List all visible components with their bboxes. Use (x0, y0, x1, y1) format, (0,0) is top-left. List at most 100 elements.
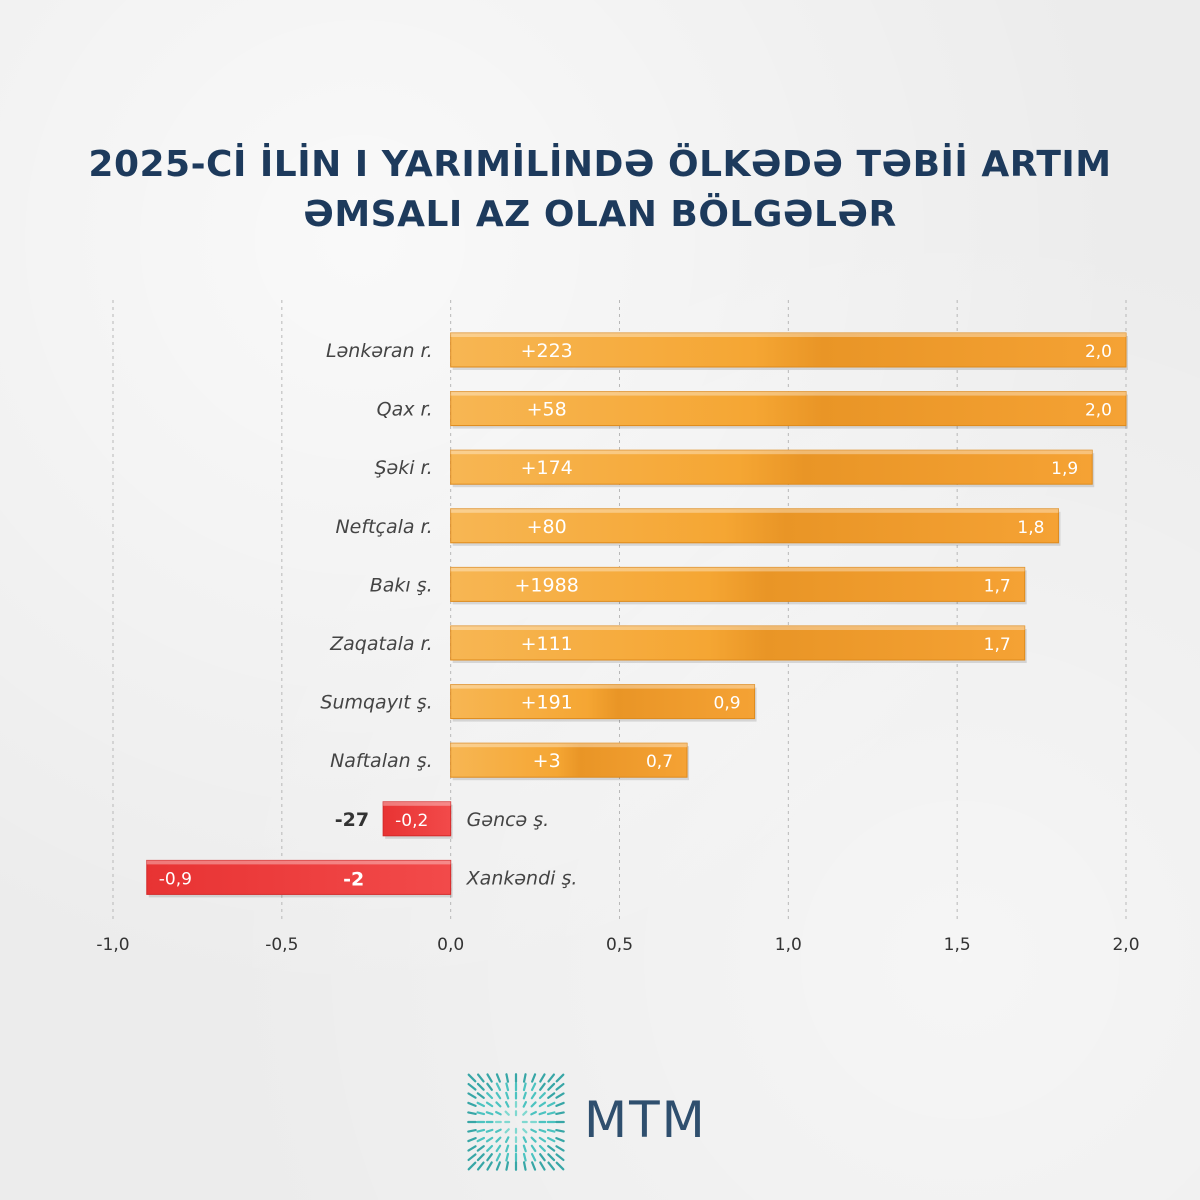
logo-stroke (546, 1128, 556, 1133)
logo-stroke (538, 1136, 547, 1143)
logo-stroke (522, 1128, 528, 1134)
logo-stroke (495, 1136, 502, 1143)
value-label: 0,7 (646, 752, 673, 772)
category-label: Qax r. (377, 399, 433, 421)
logo-stroke (538, 1101, 547, 1108)
logo-stroke (531, 1073, 537, 1083)
logo-stroke (522, 1161, 527, 1171)
logo-stroke (522, 1152, 527, 1162)
logo-text: MTM (584, 1091, 707, 1149)
logo-stroke (530, 1144, 537, 1153)
logo-stroke (495, 1144, 502, 1153)
x-tick-label: 1,0 (775, 935, 802, 955)
increase-label: +58 (527, 399, 567, 421)
x-tick-label: -1,0 (96, 935, 129, 955)
logo-stroke (547, 1082, 556, 1091)
logo-stroke (555, 1101, 565, 1107)
x-tick-label: 0,5 (606, 935, 633, 955)
mtm-logo-icon (467, 1073, 565, 1171)
increase-label: +191 (521, 692, 573, 714)
bar-highlight (450, 626, 1025, 630)
bar-highlight (450, 567, 1025, 572)
logo-stroke (495, 1161, 501, 1171)
bar (450, 684, 756, 720)
bar (450, 449, 1093, 485)
logo-stroke (522, 1073, 527, 1083)
logo-stroke (539, 1082, 546, 1091)
logo-stroke (495, 1152, 502, 1162)
logo-stroke (539, 1161, 546, 1171)
logo-stroke (547, 1145, 556, 1152)
logo-stroke (505, 1161, 510, 1171)
value-label: 2,0 (1085, 401, 1112, 421)
logo-stroke (546, 1101, 556, 1108)
increase-label: -2 (343, 868, 364, 890)
logo-stroke (486, 1073, 493, 1083)
x-tick-label: 0,0 (437, 935, 464, 955)
x-tick-label: -0,5 (265, 935, 298, 955)
value-label: 1,7 (984, 576, 1011, 596)
logo-stroke (476, 1161, 485, 1171)
increase-label: +223 (521, 340, 573, 362)
logo-stroke (476, 1092, 485, 1099)
category-label: Zaqatala r. (329, 633, 433, 655)
logo-stroke (555, 1153, 565, 1162)
logo-stroke (555, 1161, 565, 1171)
bar (382, 801, 452, 837)
bar-highlight (450, 450, 1093, 455)
logo-stroke (538, 1092, 546, 1100)
logo-stroke (547, 1153, 556, 1162)
logo-stroke (467, 1092, 477, 1099)
value-label: 2,0 (1085, 342, 1112, 362)
logo-stroke (531, 1161, 537, 1171)
logo-stroke (495, 1091, 502, 1100)
logo-stroke (476, 1101, 486, 1108)
logo-stroke (486, 1092, 494, 1100)
logo-stroke (495, 1128, 502, 1134)
bar (450, 742, 688, 778)
logo-stroke (555, 1128, 565, 1133)
increase-label: -27 (335, 809, 369, 831)
bar (450, 332, 1127, 368)
logo-stroke (476, 1128, 486, 1133)
title-line-1: 2025-Cİ İLİN I YARIMİLİNDƏ ÖLKƏDƏ TƏBİİ … (88, 144, 1112, 185)
logo-stroke (467, 1128, 477, 1133)
category-label: Bakı ş. (370, 574, 433, 596)
logo-stroke (495, 1101, 502, 1108)
logo-stroke (555, 1073, 565, 1083)
logo-stroke (530, 1152, 537, 1162)
category-label: Sumqayıt ş. (320, 692, 432, 714)
bar-highlight (450, 391, 1127, 396)
logo-stroke (504, 1110, 510, 1116)
increase-label: +80 (527, 516, 567, 538)
logo-stroke (555, 1111, 565, 1116)
increase-label: +3 (533, 750, 561, 772)
x-tick-label: 1,5 (944, 935, 971, 955)
logo-stroke (538, 1144, 546, 1152)
bar-highlight (383, 801, 451, 806)
logo-stroke (476, 1111, 486, 1116)
logo-stroke (467, 1111, 477, 1116)
value-label: -0,9 (159, 869, 192, 889)
chart-title: 2025-Cİ İLİN I YARIMİLİNDƏ ÖLKƏDƏ TƏBİİ … (0, 140, 1200, 240)
logo-stroke (530, 1128, 537, 1134)
logo-stroke (522, 1144, 527, 1153)
logo-stroke (538, 1128, 547, 1133)
logo-stroke (495, 1082, 502, 1092)
logo-stroke (555, 1137, 565, 1143)
logo-stroke (467, 1082, 477, 1091)
logo-stroke (547, 1092, 556, 1099)
logo-stroke (486, 1153, 493, 1162)
value-label: 1,8 (1017, 518, 1044, 538)
increase-label: +1988 (515, 574, 579, 596)
value-label: 0,9 (714, 694, 741, 714)
logo-stroke (522, 1082, 527, 1092)
category-label: Lənkəran r. (326, 340, 433, 362)
value-label: 1,7 (984, 635, 1011, 655)
title-line-2: ƏMSALI AZ OLAN BÖLGƏLƏR (303, 194, 897, 235)
bar-highlight (450, 508, 1059, 513)
logo-stroke (476, 1073, 485, 1083)
logo-stroke (467, 1073, 477, 1083)
bar (450, 391, 1127, 427)
logo-stroke (485, 1101, 494, 1108)
